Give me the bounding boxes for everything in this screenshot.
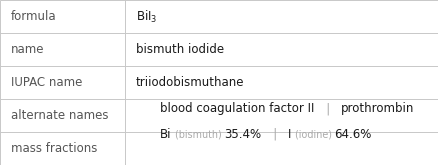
Text: $\mathregular{BiI_3}$: $\mathregular{BiI_3}$ [136, 8, 157, 25]
Text: formula: formula [11, 10, 57, 23]
Text: bismuth iodide: bismuth iodide [136, 43, 224, 56]
Text: (bismuth): (bismuth) [171, 129, 224, 139]
Text: IUPAC name: IUPAC name [11, 76, 82, 89]
Text: 64.6%: 64.6% [334, 128, 371, 141]
Text: I: I [288, 128, 291, 141]
Text: |: | [261, 128, 288, 141]
Text: |: | [314, 102, 340, 115]
Text: Bi: Bi [160, 128, 171, 141]
Text: alternate names: alternate names [11, 109, 108, 122]
Text: name: name [11, 43, 44, 56]
Text: 35.4%: 35.4% [224, 128, 261, 141]
Text: blood coagulation factor II: blood coagulation factor II [160, 102, 314, 115]
Text: triiodobismuthane: triiodobismuthane [136, 76, 244, 89]
Text: mass fractions: mass fractions [11, 142, 97, 155]
Text: (iodine): (iodine) [291, 129, 334, 139]
Text: prothrombin: prothrombin [340, 102, 413, 115]
